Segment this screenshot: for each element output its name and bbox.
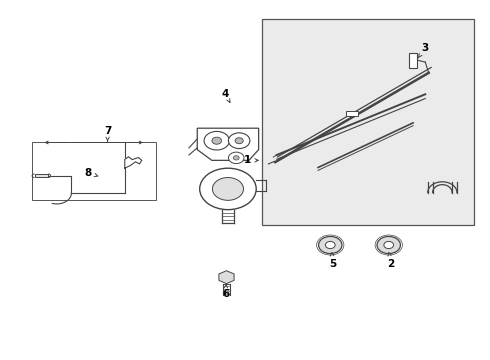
- Circle shape: [384, 242, 393, 249]
- Circle shape: [318, 237, 342, 253]
- Text: 7: 7: [104, 126, 111, 141]
- Bar: [409, 53, 417, 68]
- Text: 5: 5: [329, 252, 336, 269]
- Circle shape: [228, 152, 244, 163]
- Text: 4: 4: [222, 89, 230, 102]
- Circle shape: [212, 137, 221, 144]
- Circle shape: [228, 133, 250, 149]
- Text: 3: 3: [418, 43, 429, 58]
- Bar: [31, 143, 156, 200]
- Circle shape: [377, 237, 400, 253]
- Circle shape: [200, 168, 256, 210]
- Text: 6: 6: [222, 284, 229, 299]
- Circle shape: [212, 177, 244, 200]
- Text: 8: 8: [84, 168, 98, 178]
- Circle shape: [204, 131, 229, 150]
- Text: 1: 1: [244, 156, 258, 165]
- Text: 2: 2: [388, 252, 395, 269]
- Circle shape: [325, 242, 335, 249]
- Circle shape: [233, 156, 239, 160]
- Bar: [346, 111, 358, 116]
- Circle shape: [235, 138, 243, 144]
- Bar: [262, 19, 474, 225]
- Bar: [34, 174, 48, 177]
- Polygon shape: [219, 271, 234, 284]
